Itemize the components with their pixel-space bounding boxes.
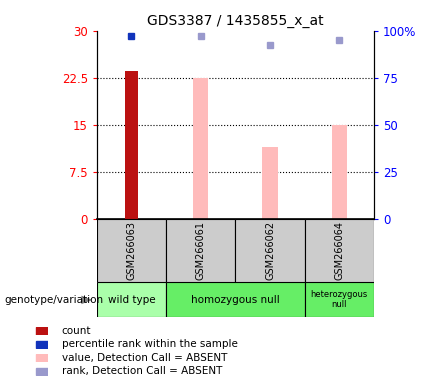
Bar (305, 219, 374, 282)
Bar (332, 125, 347, 219)
Text: rank, Detection Call = ABSENT: rank, Detection Call = ABSENT (62, 366, 222, 376)
Bar (97, 282, 166, 317)
Bar (125, 71, 138, 219)
Bar (166, 282, 305, 317)
Text: genotype/variation: genotype/variation (4, 295, 103, 305)
Bar (262, 147, 278, 219)
Polygon shape (81, 296, 92, 304)
Title: GDS3387 / 1435855_x_at: GDS3387 / 1435855_x_at (147, 14, 324, 28)
Bar (193, 78, 209, 219)
Text: homozygous null: homozygous null (191, 295, 280, 305)
Text: value, Detection Call = ABSENT: value, Detection Call = ABSENT (62, 353, 227, 363)
Text: count: count (62, 326, 91, 336)
Text: wild type: wild type (108, 295, 155, 305)
Text: heterozygous
null: heterozygous null (311, 290, 368, 309)
Text: GSM266061: GSM266061 (196, 221, 206, 280)
Bar (235, 219, 305, 282)
Text: GSM266064: GSM266064 (334, 221, 345, 280)
Text: GSM266063: GSM266063 (126, 221, 136, 280)
Text: GSM266062: GSM266062 (265, 221, 275, 280)
Bar (166, 219, 235, 282)
Bar (305, 282, 374, 317)
Text: percentile rank within the sample: percentile rank within the sample (62, 339, 238, 349)
Bar (97, 219, 166, 282)
